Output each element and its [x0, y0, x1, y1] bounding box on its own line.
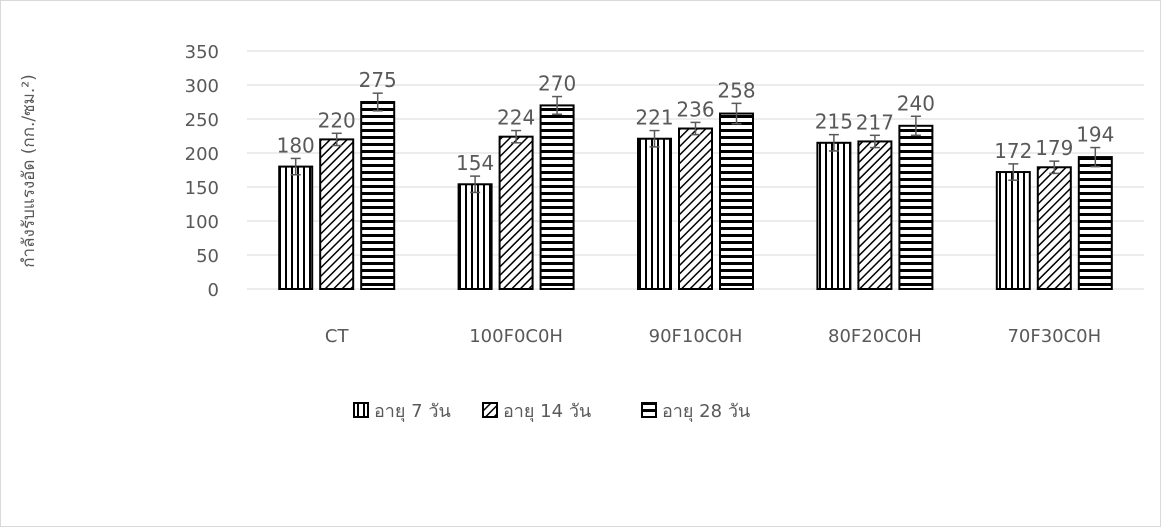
bar — [457, 183, 493, 290]
y-tick-label: 0 — [208, 280, 219, 301]
legend-swatch — [641, 402, 657, 418]
y-tick-label: 250 — [185, 110, 219, 131]
x-tick-label: 70F30C0H — [1007, 326, 1101, 347]
data-label: 240 — [897, 91, 935, 115]
bar — [816, 141, 852, 290]
bar — [319, 138, 355, 290]
error-bar — [731, 102, 742, 125]
error-bar — [690, 121, 701, 136]
error-bar — [910, 115, 921, 137]
legend-swatch — [353, 402, 369, 418]
data-label: 154 — [456, 151, 494, 175]
data-label: 270 — [538, 72, 576, 96]
bar — [637, 137, 672, 290]
bar — [678, 127, 713, 290]
bar — [1036, 166, 1072, 290]
legend-item: อายุ 28 วัน — [641, 401, 750, 422]
y-tick-label: 50 — [196, 246, 219, 267]
data-label: 194 — [1076, 123, 1114, 147]
error-bar — [511, 129, 522, 144]
bar — [498, 135, 534, 290]
error-bar — [552, 95, 563, 115]
data-label: 172 — [994, 139, 1032, 163]
x-axis-ticks: CT 100F0C0H 90F10C0H 80F20C0H 70F30C0H — [325, 326, 1101, 347]
bar — [719, 112, 754, 290]
data-label: 224 — [497, 106, 535, 130]
error-bar — [649, 129, 660, 148]
bar — [360, 101, 396, 290]
bar — [995, 171, 1031, 290]
bar — [898, 124, 934, 290]
legend-swatch — [482, 402, 498, 418]
bars — [278, 101, 1113, 291]
error-bar — [372, 92, 383, 112]
error-bar — [1049, 160, 1060, 175]
x-tick-label: 100F0C0H — [469, 326, 563, 347]
bar — [539, 104, 575, 291]
x-tick-label: 90F10C0H — [649, 326, 743, 347]
y-tick-label: 150 — [185, 178, 219, 199]
error-bars — [290, 92, 1101, 194]
legend-item: อายุ 7 วัน — [353, 401, 451, 422]
error-bar — [470, 175, 481, 194]
y-tick-label: 100 — [185, 212, 219, 233]
legend-label: อายุ 7 วัน — [374, 401, 451, 422]
x-tick-label: 80F20C0H — [828, 326, 922, 347]
data-label: 179 — [1035, 136, 1073, 160]
y-tick-label: 200 — [185, 144, 219, 165]
data-label: 236 — [676, 97, 714, 121]
data-label: 217 — [856, 110, 894, 134]
error-bar — [1090, 146, 1101, 168]
data-label: 221 — [635, 106, 673, 130]
data-label: 220 — [318, 108, 356, 132]
data-label: 275 — [359, 68, 397, 92]
bar — [1077, 156, 1113, 290]
error-bar — [1008, 163, 1019, 181]
x-tick-label: CT — [325, 326, 350, 347]
error-bar — [290, 157, 301, 176]
y-axis-label: กำลังรับแรงอัด (กก./ซม.²) — [19, 74, 39, 267]
error-bar — [828, 133, 839, 152]
error-bar — [331, 132, 342, 147]
y-axis-ticks: 0 50 100 150 200 250 300 350 — [185, 42, 219, 301]
error-bar — [869, 134, 880, 149]
legend-label: อายุ 14 วัน — [503, 401, 591, 422]
legend: อายุ 7 วัน อายุ 14 วัน อายุ 28 วัน — [353, 401, 750, 422]
data-label: 215 — [815, 110, 853, 134]
data-label: 180 — [277, 133, 315, 157]
bar — [278, 165, 314, 291]
legend-item: อายุ 14 วัน — [482, 401, 591, 422]
y-tick-label: 350 — [185, 42, 219, 63]
y-tick-label: 300 — [185, 76, 219, 97]
bar — [857, 140, 893, 290]
legend-label: อายุ 28 วัน — [662, 401, 750, 422]
data-label: 258 — [717, 78, 755, 102]
